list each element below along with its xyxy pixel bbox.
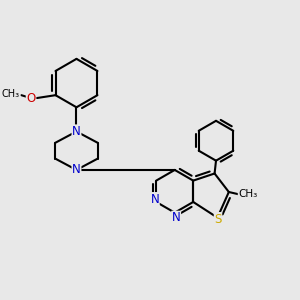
Text: S: S [214,213,222,226]
Text: N: N [72,164,81,176]
Text: N: N [150,193,159,206]
Text: N: N [72,125,81,138]
Text: CH₃: CH₃ [2,89,20,99]
Text: O: O [26,92,36,104]
Text: N: N [172,211,181,224]
Text: CH₃: CH₃ [238,189,257,199]
